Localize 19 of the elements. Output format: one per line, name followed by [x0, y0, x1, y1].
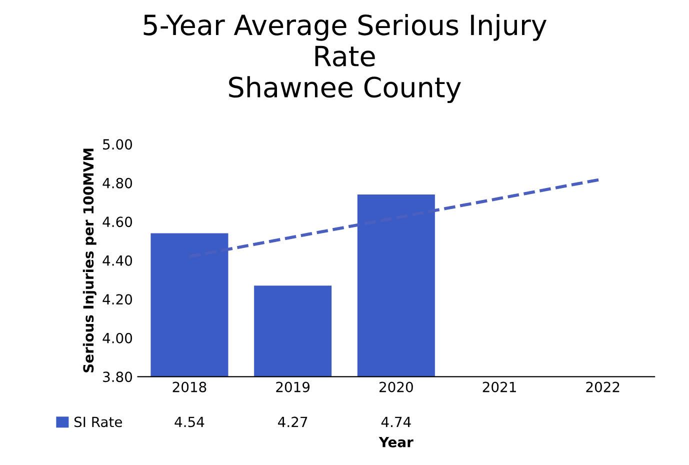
- x-tick-label: 2021: [482, 382, 516, 392]
- y-axis-title: Serious Injuries per 100MVM: [82, 148, 96, 372]
- y-tick-label: 4.60: [102, 216, 132, 228]
- y-tick-label: 4.20: [102, 294, 132, 305]
- y-tick-label: 5.00: [103, 139, 132, 150]
- y-tick-label: 3.80: [103, 372, 132, 382]
- x-axis-title: Year: [378, 437, 414, 448]
- data-label: 4.74: [381, 416, 411, 427]
- x-tick-label: 2018: [172, 382, 206, 392]
- x-tick-label: 2020: [380, 382, 413, 392]
- x-tick-label: 2022: [586, 382, 620, 392]
- data-label: 4.27: [278, 416, 308, 427]
- y-tick-label: 4.40: [102, 255, 132, 266]
- chart-title: 5-Year Average Serious Injury Rate Shawnee County: [144, 14, 547, 104]
- data-label: 4.54: [174, 416, 204, 428]
- legend-label: SI Rate: [74, 416, 122, 428]
- y-tick-label: 4.80: [102, 178, 132, 188]
- y-tick-label: 4.00: [102, 332, 132, 344]
- x-tick-label: 2019: [276, 382, 310, 392]
